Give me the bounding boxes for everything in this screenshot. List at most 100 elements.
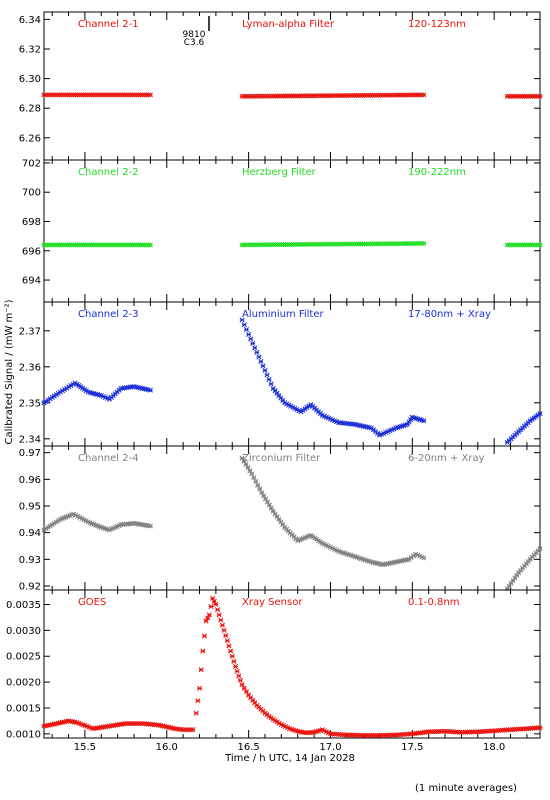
y-tick-label: 698 bbox=[22, 217, 41, 228]
data-point bbox=[537, 242, 543, 248]
data-point bbox=[257, 486, 263, 492]
data-point bbox=[196, 685, 203, 691]
data-point bbox=[421, 240, 427, 246]
data-point bbox=[259, 490, 265, 496]
panel-label: Channel 2-1 bbox=[78, 19, 139, 30]
data-point bbox=[226, 643, 232, 649]
panel-label: 120-123nm bbox=[408, 19, 466, 30]
data-point bbox=[264, 499, 270, 505]
y-tick-label: 0.0010 bbox=[6, 729, 41, 740]
data-point bbox=[254, 349, 260, 355]
y-tick-label: 0.93 bbox=[19, 555, 41, 566]
data-point bbox=[248, 336, 254, 342]
data-point bbox=[214, 607, 221, 613]
data-point bbox=[237, 677, 243, 683]
panel-label: 17-80nm + Xray bbox=[408, 309, 491, 320]
data-point bbox=[198, 667, 204, 673]
data-point bbox=[250, 340, 256, 346]
data-point bbox=[239, 455, 245, 461]
y-tick-label: 694 bbox=[22, 276, 41, 287]
data-point bbox=[537, 546, 543, 552]
y-tick-label: 0.92 bbox=[19, 582, 41, 593]
y-tick-label: 2.35 bbox=[19, 398, 41, 409]
data-point bbox=[236, 673, 242, 679]
data-point bbox=[245, 465, 251, 471]
data-point bbox=[258, 358, 264, 364]
data-point bbox=[404, 421, 410, 427]
y-tick-label: 0.0030 bbox=[6, 626, 41, 637]
panel-5: 0.0010 0.0015 0.0020 0.0025 0.0030 0.0035 GOES… bbox=[6, 589, 543, 740]
data-point bbox=[537, 411, 543, 417]
panel-4: 0.92 0.93 0.94 0.95 0.96 0.97 Channel 2-4 Zirco… bbox=[19, 445, 543, 593]
data-point bbox=[203, 618, 209, 624]
y-tick-label: 6.32 bbox=[19, 45, 41, 56]
y-tick-label: 0.96 bbox=[19, 475, 41, 486]
series bbox=[41, 317, 543, 445]
data-point bbox=[228, 648, 234, 654]
data-point bbox=[205, 615, 211, 621]
y-tick-label: 0.95 bbox=[19, 502, 41, 513]
panel-frame bbox=[43, 11, 541, 161]
y-tick-label: 0.0020 bbox=[6, 678, 41, 689]
data-point bbox=[232, 664, 239, 670]
data-point bbox=[508, 580, 514, 586]
data-point bbox=[276, 516, 282, 522]
data-point bbox=[211, 598, 217, 604]
data-point bbox=[147, 92, 153, 98]
panel-label: Channel 2-3 bbox=[78, 309, 139, 320]
y-tick-label: 700 bbox=[22, 188, 41, 199]
panel-label: Aluminium Filter bbox=[242, 309, 325, 320]
data-point bbox=[147, 242, 153, 248]
x-tick-label: 15.5 bbox=[74, 742, 96, 753]
data-point bbox=[231, 658, 237, 664]
event-marker-label-top: 9810 bbox=[183, 30, 206, 40]
data-point bbox=[537, 93, 543, 99]
data-point bbox=[251, 475, 257, 481]
data-point bbox=[406, 419, 412, 425]
data-point bbox=[249, 471, 255, 477]
data-point bbox=[506, 583, 512, 589]
y-axis-label: Calibrated Signal / (mW m⁻²) bbox=[4, 299, 15, 444]
data-point bbox=[266, 376, 272, 382]
data-point bbox=[243, 327, 249, 333]
data-point bbox=[206, 612, 212, 618]
data-point bbox=[247, 468, 253, 474]
data-point bbox=[421, 418, 427, 424]
x-tick-label: 16.0 bbox=[156, 742, 178, 753]
event-marker: 9810 C3.6 bbox=[183, 16, 210, 48]
panel-label: Channel 2-4 bbox=[78, 453, 139, 464]
data-point bbox=[213, 601, 219, 608]
data-point bbox=[234, 668, 240, 674]
y-tick-label: 2.36 bbox=[19, 362, 41, 373]
data-point bbox=[246, 331, 252, 337]
data-point bbox=[241, 685, 247, 691]
x-axis-label: Time / h UTC, 14 Jan 2028 bbox=[224, 753, 355, 764]
panel-label: Channel 2-2 bbox=[78, 167, 139, 178]
series bbox=[41, 92, 543, 99]
data-point bbox=[195, 698, 201, 704]
data-point bbox=[537, 725, 543, 731]
data-point bbox=[216, 612, 222, 618]
panel-frame bbox=[43, 301, 541, 447]
data-point bbox=[255, 482, 261, 488]
data-point bbox=[274, 514, 280, 520]
data-point bbox=[260, 363, 266, 369]
data-point bbox=[147, 523, 153, 529]
y-tick-label: 6.34 bbox=[19, 15, 41, 26]
y-tick-label: 696 bbox=[22, 246, 41, 257]
panel-label: Lyman-alpha Filter bbox=[242, 19, 335, 30]
data-point bbox=[241, 322, 247, 328]
series bbox=[41, 455, 543, 592]
data-point bbox=[218, 617, 224, 623]
data-point bbox=[239, 317, 245, 323]
data-point bbox=[201, 633, 207, 639]
event-marker-label-bottom: C3.6 bbox=[184, 38, 205, 48]
data-point bbox=[421, 92, 427, 98]
y-tick-label: 0.94 bbox=[19, 528, 41, 539]
data-point bbox=[514, 572, 520, 578]
panel-2: 694 696 698 700 702 Channel 2-2 Herzberg Filte… bbox=[22, 158, 543, 303]
data-point bbox=[262, 496, 269, 502]
y-tick-label: 0.0025 bbox=[6, 652, 41, 663]
panel-frame bbox=[43, 589, 541, 739]
panel-frame bbox=[43, 445, 541, 591]
